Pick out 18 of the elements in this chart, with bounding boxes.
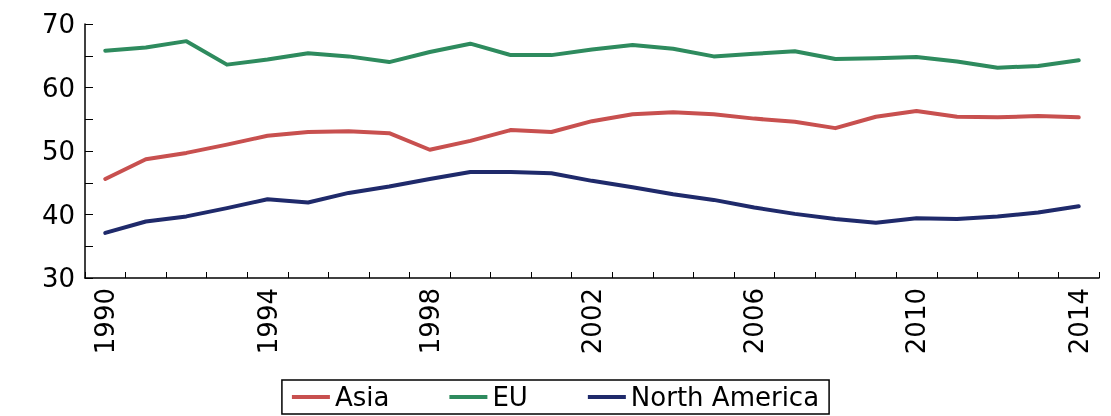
- x-tick-label: 2006: [739, 288, 770, 355]
- x-tick-label: 2014: [1063, 288, 1094, 355]
- y-tick-label: 60: [41, 72, 75, 103]
- x-tick-label: 1994: [252, 288, 283, 355]
- y-tick-label: 50: [41, 136, 75, 166]
- y-tick-label: 40: [41, 199, 75, 230]
- legend-label: EU: [492, 382, 528, 412]
- line-series: [103, 169, 1081, 235]
- legend-label: North America: [630, 382, 820, 412]
- x-tick-label: 1990: [90, 288, 121, 355]
- x-tick-label: 2002: [577, 288, 607, 355]
- line-series: [103, 109, 1081, 181]
- x-tick-label: 1998: [414, 288, 445, 355]
- legend-label: Asia: [334, 382, 390, 412]
- line-series: [103, 39, 1081, 70]
- y-tick-label: 70: [41, 9, 75, 39]
- y-tick-label: 30: [41, 263, 75, 293]
- x-tick-label: 2010: [901, 288, 932, 355]
